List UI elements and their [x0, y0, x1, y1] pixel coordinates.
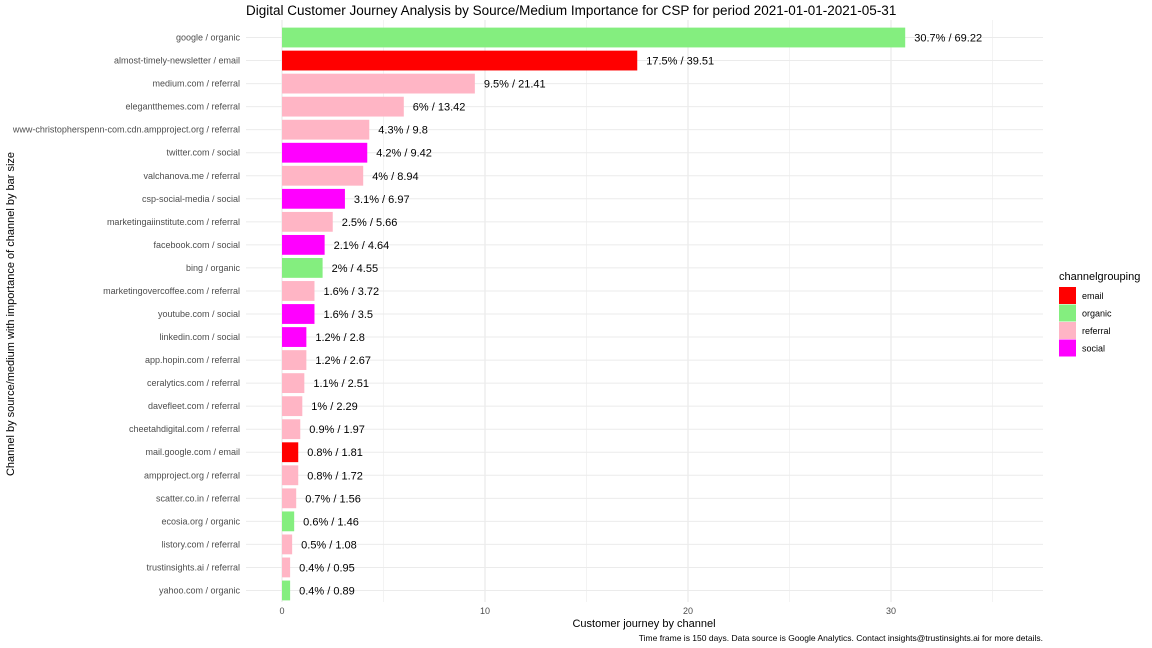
y-tick-label: google / organic — [176, 33, 241, 43]
legend-swatch — [1059, 304, 1076, 322]
y-tick-label: scatter.co.in / referral — [156, 493, 240, 503]
data-label: 0.6% / 1.46 — [303, 516, 359, 528]
bar — [282, 534, 293, 555]
legend-swatch — [1059, 339, 1076, 357]
bar — [282, 234, 325, 255]
data-label: 1% / 2.29 — [311, 401, 357, 413]
bar — [282, 188, 345, 209]
legend-label: organic — [1082, 309, 1112, 319]
y-tick-label: yahoo.com / organic — [159, 585, 241, 595]
y-tick-label: trustinsights.ai / referral — [146, 562, 240, 572]
legend-label: email — [1082, 291, 1104, 301]
bar — [282, 119, 370, 140]
data-label: 0.5% / 1.08 — [301, 539, 357, 551]
bar — [282, 327, 307, 347]
bar — [282, 488, 297, 509]
data-label: 0.8% / 1.72 — [307, 470, 363, 482]
legend-title: channelgrouping — [1059, 271, 1140, 283]
bar — [282, 580, 291, 601]
bar — [282, 396, 303, 417]
data-label: 1.1% / 2.51 — [313, 378, 369, 390]
y-tick-label: cheetahdigital.com / referral — [129, 424, 240, 434]
y-tick-label: marketingovercoffee.com / referral — [103, 286, 240, 296]
data-label: 1.2% / 2.67 — [315, 355, 371, 367]
x-tick-label: 30 — [886, 606, 896, 616]
legend: channelgrouping email organic referral soci… — [1059, 271, 1140, 357]
data-label: 1.6% / 3.72 — [323, 286, 379, 298]
bar — [282, 442, 299, 463]
data-labels: 30.7% / 69.22 17.5% / 39.51 9.5% / 21.41 6%… — [299, 33, 982, 598]
y-tick-label: elegantthemes.com / referral — [125, 102, 240, 112]
chart-title: Digital Customer Journey Analysis by Sou… — [246, 3, 896, 18]
legend-swatch — [1059, 322, 1076, 339]
y-tick-label: davefleet.com / referral — [148, 401, 240, 411]
y-tick-label: mail.google.com / email — [145, 447, 240, 457]
bar — [282, 258, 323, 278]
y-tick-label: bing / organic — [186, 263, 241, 273]
y-tick-label: csp-social-media / social — [142, 194, 240, 204]
bars — [282, 27, 906, 601]
x-tick-label: 0 — [279, 606, 284, 616]
data-label: 2% / 4.55 — [332, 263, 378, 275]
data-label: 6% / 13.42 — [413, 102, 466, 114]
bar — [282, 373, 305, 394]
legend-swatch — [1059, 287, 1076, 304]
x-axis-label: Customer journey by channel — [572, 618, 715, 630]
chart-caption: Time frame is 150 days. Data source is G… — [639, 633, 1043, 643]
data-label: 1.2% / 2.8 — [315, 332, 365, 344]
y-tick-label: almost-timely-newsletter / email — [114, 56, 240, 66]
data-label: 0.9% / 1.97 — [309, 424, 365, 436]
y-tick-label: linkedin.com / social — [159, 332, 240, 342]
bar — [282, 165, 364, 186]
data-label: 30.7% / 69.22 — [914, 33, 982, 45]
bar — [282, 281, 315, 301]
y-tick-label: twitter.com / social — [166, 148, 240, 158]
x-tick-label: 20 — [683, 606, 693, 616]
y-tick-label: listory.com / referral — [162, 539, 240, 549]
data-label: 4% / 8.94 — [372, 171, 418, 183]
data-label: 0.7% / 1.56 — [305, 493, 361, 505]
bar — [282, 96, 404, 117]
bar — [282, 142, 368, 163]
data-label: 2.5% / 5.66 — [342, 217, 398, 229]
data-label: 4.2% / 9.42 — [376, 148, 432, 160]
data-label: 0.8% / 1.81 — [307, 447, 363, 459]
legend-label: referral — [1082, 326, 1111, 336]
y-tick-label: app.hopin.com / referral — [145, 355, 240, 365]
data-label: 3.1% / 6.97 — [354, 194, 410, 206]
y-axis-label: Channel by source/medium with importance… — [5, 152, 17, 476]
legend-label: social — [1082, 344, 1105, 354]
y-tick-label: ecosia.org / organic — [161, 516, 240, 526]
bar — [282, 50, 638, 71]
y-tick-label: youtube.com / social — [158, 309, 240, 319]
bar — [282, 511, 295, 532]
x-tick-label: 10 — [480, 606, 490, 616]
data-label: 4.3% / 9.8 — [378, 125, 428, 137]
bar — [282, 73, 475, 94]
data-label: 0.4% / 0.89 — [299, 585, 355, 597]
y-tick-label: facebook.com / social — [153, 240, 240, 250]
bar — [282, 465, 299, 486]
data-label: 1.6% / 3.5 — [323, 309, 373, 321]
bar — [282, 419, 301, 440]
y-tick-label: medium.com / referral — [152, 79, 240, 89]
y-tick-labels: google / organic almost-timely-newsletter… — [12, 33, 241, 596]
bar — [282, 211, 333, 232]
bar — [282, 304, 315, 324]
bar — [282, 557, 291, 578]
data-label: 17.5% / 39.51 — [646, 56, 714, 68]
y-tick-label: ceralytics.com / referral — [147, 378, 240, 388]
y-tick-label: ampproject.org / referral — [144, 470, 240, 480]
bar — [282, 27, 906, 48]
data-label: 9.5% / 21.41 — [484, 79, 546, 91]
y-tick-label: marketingaiinstitute.com / referral — [107, 217, 240, 227]
data-label: 2.1% / 4.64 — [334, 240, 390, 252]
y-tick-label: www-christopherspenn-com.cdn.ampproject.… — [12, 125, 240, 135]
data-label: 0.4% / 0.95 — [299, 562, 355, 574]
x-tick-labels: 0 10 20 30 — [279, 606, 896, 616]
y-tick-label: valchanova.me / referral — [143, 171, 240, 181]
bar — [282, 350, 307, 370]
